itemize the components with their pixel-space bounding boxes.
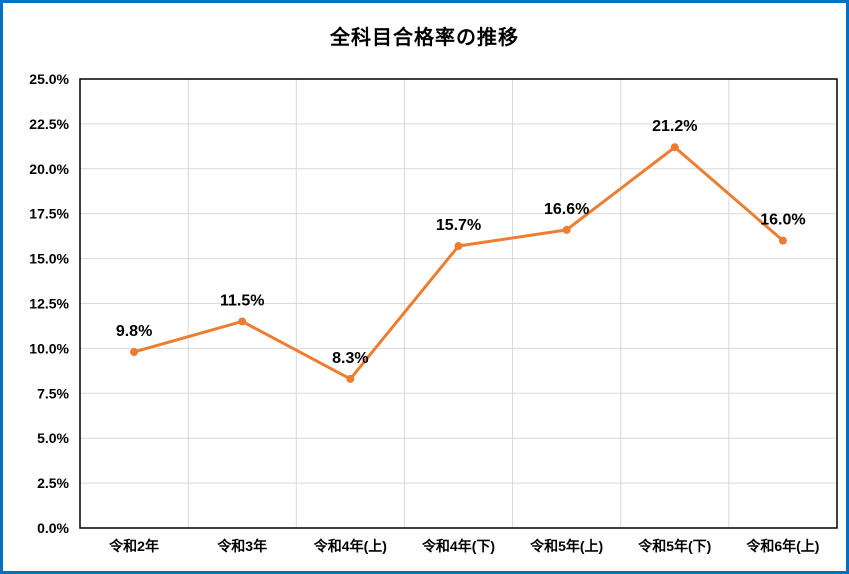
x-axis-category-label: 令和2年: [108, 538, 159, 554]
y-axis-tick-label: 22.5%: [29, 116, 69, 132]
x-axis-category-label: 令和4年(上): [313, 538, 387, 554]
data-point-marker: [670, 143, 679, 152]
data-point-label: 16.0%: [760, 212, 805, 229]
data-point-label: 16.6%: [544, 201, 589, 218]
x-axis-category-label: 令和4年(下): [421, 538, 495, 554]
y-axis-tick-label: 20.0%: [29, 161, 69, 177]
x-axis-category-label: 令和5年(上): [529, 538, 603, 554]
x-axis-category-label: 令和3年: [216, 538, 267, 554]
data-point-marker: [454, 242, 463, 251]
y-axis-tick-label: 0.0%: [37, 520, 69, 536]
y-axis-tick-label: 15.0%: [29, 251, 69, 267]
data-point-label: 21.2%: [652, 118, 697, 135]
y-axis-tick-label: 5.0%: [37, 430, 69, 446]
y-axis-tick-label: 25.0%: [29, 71, 69, 87]
y-axis-tick-label: 12.5%: [29, 296, 69, 312]
data-point-label: 15.7%: [436, 217, 481, 234]
data-point-marker: [130, 347, 139, 356]
data-point-label: 11.5%: [220, 292, 264, 309]
data-point-label: 9.8%: [116, 323, 152, 340]
data-point-marker: [778, 236, 787, 245]
x-axis-category-label: 令和5年(下): [637, 538, 711, 554]
chart-title: 全科目合格率の推移: [330, 27, 519, 49]
y-axis-tick-label: 2.5%: [37, 475, 69, 491]
data-point-label: 8.3%: [332, 350, 368, 367]
line-chart-plot: 0.0% 2.5% 5.0% 7.5% 10.0% 12.5% 15.0% 17.5% 20.0…: [29, 71, 838, 554]
data-point-marker: [562, 225, 571, 234]
y-axis-tick-label: 10.0%: [29, 340, 69, 356]
data-point-marker: [238, 317, 247, 326]
x-axis-category-label: 令和6年(上): [745, 538, 819, 554]
y-axis-tick-label: 17.5%: [29, 206, 69, 222]
series-line: [132, 145, 785, 381]
plot-area-border: [79, 78, 838, 529]
data-point-marker: [346, 374, 355, 383]
y-axis-tick-label: 7.5%: [37, 385, 69, 401]
